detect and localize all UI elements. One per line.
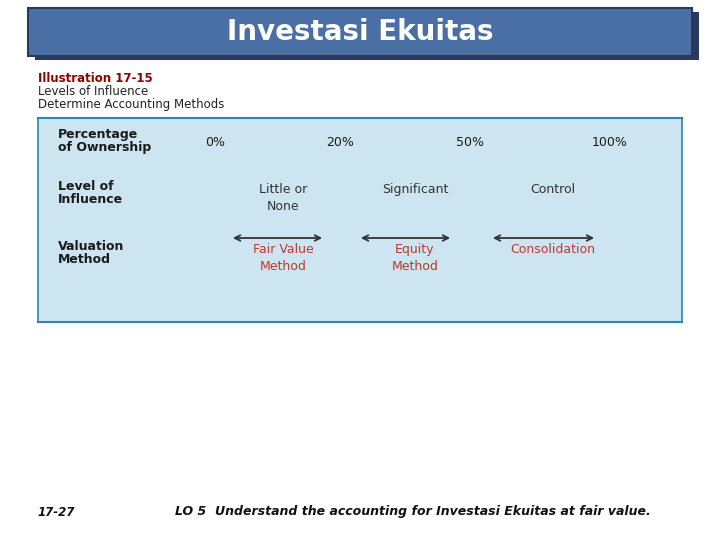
Text: Significant: Significant	[382, 183, 448, 196]
Bar	[28, 8, 692, 56]
Text: Investasi Ekuitas: Investasi Ekuitas	[227, 18, 493, 46]
Text: 50%: 50%	[456, 136, 484, 149]
Text: Little or
None: Little or None	[259, 183, 307, 213]
Text: 20%: 20%	[326, 136, 354, 149]
Bar	[35, 12, 699, 60]
Text: of Ownership: of Ownership	[58, 141, 151, 154]
Text: 17-27: 17-27	[38, 505, 76, 518]
Text: 0%: 0%	[205, 136, 225, 149]
Text: Levels of Influence: Levels of Influence	[38, 85, 148, 98]
Text: Fair Value
Method: Fair Value Method	[253, 243, 313, 273]
Text: Consolidation: Consolidation	[510, 243, 595, 256]
Text: Illustration 17-15: Illustration 17-15	[38, 72, 153, 85]
Text: Equity
Method: Equity Method	[392, 243, 438, 273]
Text: Percentage: Percentage	[58, 128, 138, 141]
Text: 100%: 100%	[592, 136, 628, 149]
Text: Level of: Level of	[58, 180, 114, 193]
Text: Determine Accounting Methods: Determine Accounting Methods	[38, 98, 225, 111]
Text: LO 5  Understand the accounting for Investasi Ekuitas at fair value.: LO 5 Understand the accounting for Inves…	[175, 505, 651, 518]
Text: Influence: Influence	[58, 193, 123, 206]
Text: Valuation: Valuation	[58, 240, 125, 253]
Text: Control: Control	[531, 183, 575, 196]
Bar	[38, 118, 682, 322]
Text: Method: Method	[58, 253, 111, 266]
